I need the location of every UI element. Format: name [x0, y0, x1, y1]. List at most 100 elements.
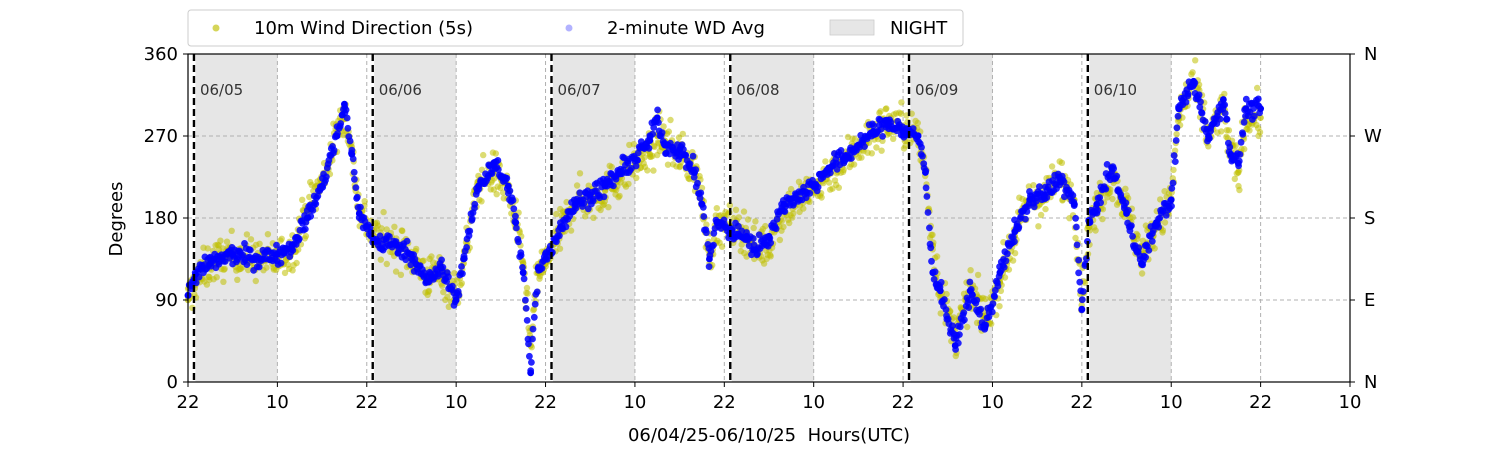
- data-point: [996, 269, 1004, 277]
- data-point: [977, 305, 985, 313]
- data-point: [519, 264, 526, 271]
- data-point: [1170, 152, 1178, 159]
- y-tick-label: 270: [144, 126, 178, 147]
- data-point: [573, 182, 581, 189]
- data-point: [576, 170, 584, 177]
- data-point: [489, 159, 497, 167]
- data-point: [478, 198, 485, 205]
- data-point: [873, 144, 880, 151]
- data-point: [991, 293, 998, 301]
- data-point: [1189, 69, 1196, 76]
- data-point: [380, 208, 387, 216]
- data-point: [738, 241, 745, 248]
- data-point: [800, 205, 807, 212]
- data-point: [840, 155, 847, 163]
- data-point: [556, 245, 564, 252]
- data-point: [732, 206, 740, 213]
- data-point: [949, 322, 956, 330]
- data-point: [926, 224, 933, 232]
- data-point: [590, 214, 597, 221]
- data-point: [459, 270, 466, 278]
- data-point: [703, 221, 710, 228]
- x-tick-label: 22: [534, 392, 557, 413]
- legend: 10m Wind Direction (5s) 2-minute WD Avg …: [187, 9, 964, 47]
- data-point: [318, 182, 326, 190]
- data-point: [352, 184, 360, 192]
- data-point: [653, 114, 661, 122]
- data-point: [781, 208, 789, 216]
- data-point: [1129, 233, 1136, 240]
- data-point: [251, 255, 259, 263]
- data-point: [1161, 219, 1169, 226]
- data-point: [868, 150, 875, 157]
- data-point: [776, 236, 784, 244]
- data-point: [1070, 200, 1078, 208]
- data-point: [510, 205, 518, 213]
- data-point: [786, 219, 793, 227]
- x-tick-label: 22: [355, 392, 378, 413]
- data-point: [897, 110, 905, 117]
- data-point: [524, 290, 531, 297]
- data-point: [527, 369, 535, 377]
- data-point: [1168, 185, 1176, 192]
- x-tick-label: 10: [1160, 392, 1183, 413]
- data-point: [1001, 274, 1009, 281]
- data-point: [750, 224, 757, 232]
- data-point: [956, 331, 963, 338]
- x-tick-label: 10: [623, 392, 646, 413]
- data-point: [1246, 127, 1253, 134]
- data-point: [383, 260, 390, 268]
- data-point: [213, 274, 220, 281]
- data-point: [301, 225, 309, 233]
- data-point: [988, 308, 996, 316]
- data-point: [883, 105, 890, 112]
- data-point: [898, 99, 905, 106]
- data-point: [914, 132, 922, 140]
- data-point: [1170, 166, 1177, 174]
- data-point: [1168, 202, 1175, 210]
- data-point: [1236, 151, 1244, 158]
- data-point: [323, 173, 330, 181]
- data-point: [1250, 112, 1258, 120]
- legend-patch-night: [829, 19, 875, 36]
- data-point: [1123, 210, 1130, 217]
- data-point: [357, 203, 364, 211]
- data-point: [965, 304, 973, 311]
- data-point: [386, 233, 393, 240]
- data-point: [835, 184, 842, 191]
- data-point: [1256, 129, 1264, 136]
- data-point: [633, 174, 640, 182]
- data-point: [1096, 194, 1104, 201]
- data-point: [767, 253, 774, 260]
- data-point: [988, 320, 995, 328]
- data-point: [649, 130, 657, 138]
- data-point: [1240, 118, 1248, 126]
- x-tick-label: 22: [177, 392, 200, 413]
- data-point: [255, 263, 263, 271]
- data-point: [1192, 57, 1199, 64]
- data-point: [1167, 196, 1175, 204]
- data-point: [1056, 173, 1063, 181]
- data-point: [1009, 257, 1017, 264]
- data-point: [252, 277, 259, 285]
- data-point: [923, 193, 931, 200]
- data-point: [499, 189, 507, 196]
- data-point: [1198, 109, 1206, 117]
- data-point: [1037, 211, 1045, 219]
- data-point: [241, 240, 248, 247]
- data-point: [302, 232, 310, 240]
- data-point: [1197, 98, 1204, 106]
- data-point: [718, 243, 726, 250]
- data-point: [929, 231, 936, 238]
- data-point: [273, 251, 281, 258]
- data-point: [351, 175, 358, 183]
- data-point: [1075, 256, 1082, 264]
- data-point: [936, 287, 944, 295]
- data-point: [534, 264, 542, 272]
- data-point: [1174, 112, 1182, 120]
- data-point: [664, 161, 672, 168]
- x-tick-label: 22: [1070, 392, 1093, 413]
- data-point: [997, 287, 1005, 295]
- data-point: [344, 124, 352, 132]
